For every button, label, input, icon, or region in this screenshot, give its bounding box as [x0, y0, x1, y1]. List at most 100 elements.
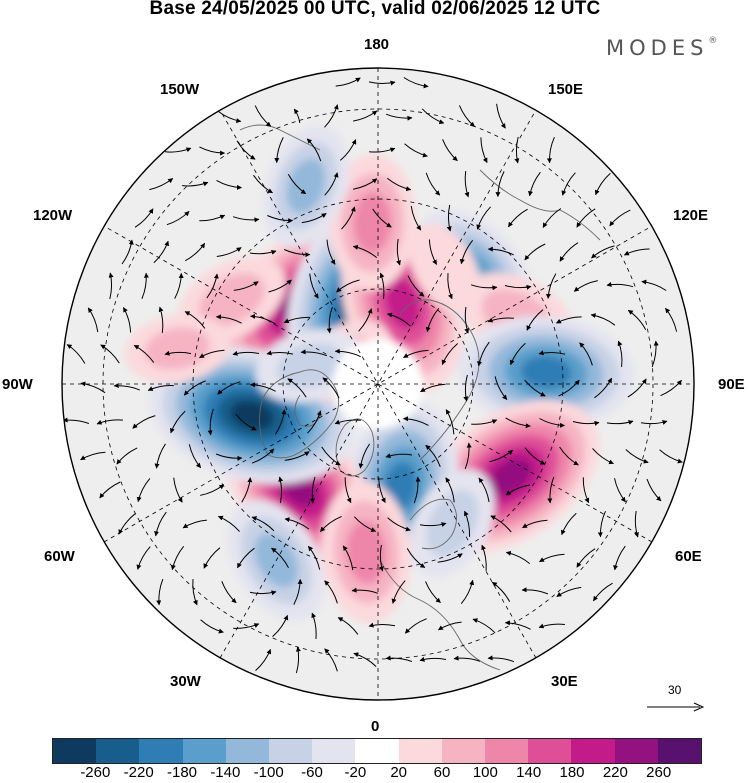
wind-arrow: [134, 208, 154, 228]
wind-arrow: [326, 306, 333, 334]
wind-arrow: [274, 137, 284, 164]
latitude-circle-3: [102, 108, 654, 660]
wind-arrow: [460, 579, 475, 605]
wind-arrow: [293, 108, 301, 124]
wind-arrow: [487, 317, 514, 323]
wind-arrow: [166, 210, 190, 226]
wind-arrow: [307, 545, 321, 570]
wind-arrow: [521, 587, 549, 595]
brand-name: MODES: [606, 36, 709, 60]
wind-arrow: [617, 340, 623, 367]
colorbar-tick-label: -260: [80, 764, 111, 781]
registered-mark: ®: [708, 36, 718, 46]
wind-arrow: [472, 618, 496, 634]
wind-arrow: [309, 273, 319, 299]
wind-arrow: [625, 449, 649, 464]
wind-arrow: [505, 484, 531, 496]
colorbar-tick-label: -100: [253, 764, 284, 781]
wind-arrow: [118, 513, 136, 535]
latitude-circle-1: [282, 288, 474, 480]
wind-arrow: [576, 548, 596, 568]
wind-arrow: [463, 374, 469, 402]
wind-arrow: [237, 547, 255, 569]
wind-arrow: [182, 181, 209, 187]
colorbar-tick-label: 140: [516, 764, 542, 781]
wind-arrow: [353, 516, 377, 533]
wind-arrow: [387, 517, 411, 532]
lon-label-30e: 30E: [551, 673, 578, 690]
wind-arrow: [188, 444, 202, 469]
wind-arrow: [232, 216, 260, 223]
wind-arrow: [538, 623, 565, 629]
wind-arrow: [546, 136, 555, 164]
negative-anomaly: [457, 315, 636, 429]
wind-arrow: [425, 172, 441, 196]
wind-arrow: [358, 308, 373, 332]
lon-label-180: 180: [364, 36, 390, 53]
wind-arrow: [496, 103, 506, 129]
wind-arrow: [573, 280, 598, 292]
wind-arrow: [453, 655, 481, 662]
wind-arrow: [351, 587, 379, 594]
wind-arrow: [321, 446, 341, 466]
meridian-60w-120e: [103, 225, 653, 543]
colorbar-tick-label: 180: [559, 764, 585, 781]
wind-arrow: [266, 350, 294, 356]
wind-arrow: [640, 420, 668, 425]
wind-arrow: [641, 279, 667, 291]
wind-arrow: [471, 419, 498, 425]
wind-arrow: [505, 550, 531, 564]
wind-arrow: [407, 275, 425, 297]
wind-arrow: [391, 580, 406, 604]
wind-arrow: [524, 447, 546, 465]
wind-arrow: [572, 420, 600, 426]
wind-arrow: [233, 281, 259, 291]
anomaly-contour: [353, 192, 392, 254]
wind-arrow: [477, 341, 490, 367]
graticule: [62, 68, 694, 700]
meridian-30w-150e: [219, 109, 537, 659]
wind-arrow: [385, 453, 413, 459]
wind-arrow: [504, 620, 531, 630]
wind-arrow: [170, 545, 185, 571]
coastline-scandinavia: [409, 498, 457, 550]
anomaly-contour: [426, 490, 479, 557]
wind-arrow: [149, 178, 174, 191]
wind-arrow: [287, 378, 307, 398]
wind-arrow: [404, 618, 427, 634]
wind-arrow: [309, 476, 316, 504]
wind-arrow: [487, 246, 514, 256]
colorbar-tick-label: 100: [472, 764, 498, 781]
lon-label-120e: 120E: [673, 207, 709, 224]
positive-anomaly: [124, 314, 231, 383]
wind-arrow: [217, 381, 241, 395]
coastline-alaska: [239, 124, 321, 151]
colorbar-swatch: [614, 739, 658, 763]
wind-arrow: [372, 208, 392, 228]
colorbar: [52, 738, 702, 764]
wind-arrow: [251, 448, 275, 464]
lon-label-30w: 30W: [170, 673, 201, 690]
colorbar-swatch: [398, 739, 442, 763]
wind-arrow: [378, 477, 386, 504]
wind-arrow: [420, 383, 446, 393]
anomaly-contour: [230, 400, 274, 430]
wind-arrow: [396, 238, 401, 266]
wind-arrow: [253, 174, 273, 194]
wind-arrow: [249, 382, 276, 392]
wind-arrow: [164, 350, 192, 356]
meridian-60e-120w: [103, 225, 653, 543]
wind-arrow: [335, 77, 361, 87]
wind-arrow: [458, 105, 475, 127]
wind-arrow: [353, 178, 378, 190]
wind-arrow: [487, 655, 515, 663]
wind-arrow: [206, 273, 219, 299]
wind-arrow: [528, 171, 541, 197]
wind-arrow: [386, 177, 412, 192]
wind-arrow: [141, 272, 149, 299]
wind-arrow: [301, 212, 327, 224]
lon-label-0: 0: [371, 718, 380, 735]
wind-arrow: [421, 108, 445, 124]
wind-arrow: [665, 307, 678, 332]
wind-arrow: [403, 77, 429, 89]
